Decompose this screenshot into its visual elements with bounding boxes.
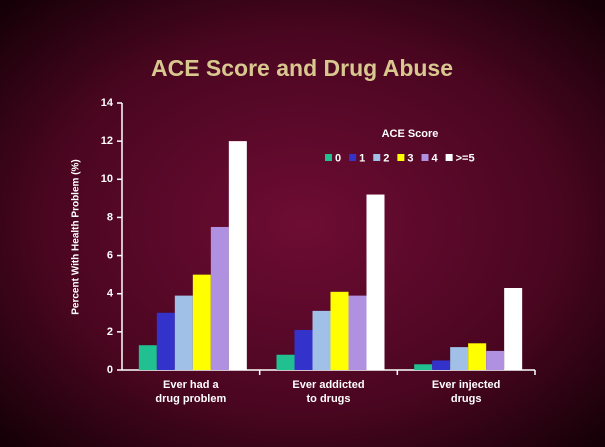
legend-swatch [445,154,453,161]
bar [210,226,229,370]
x-tick-label: to drugs [307,393,351,405]
bar [156,312,175,370]
x-tick-label: drugs [451,393,482,405]
bar [348,295,367,370]
legend-label: 4 [432,152,439,164]
bar [450,347,469,370]
bar [366,194,385,370]
y-tick-label: 6 [107,249,113,261]
y-tick-label: 4 [107,288,114,300]
bar [228,141,247,370]
legend-label: 3 [407,152,413,164]
x-tick-label: Ever addicted [292,379,364,391]
y-tick-label: 0 [107,364,113,376]
x-tick-label: Ever injected [432,379,500,391]
legend-swatch [349,154,357,161]
legend-title: ACE Score [382,128,439,140]
bar [294,329,313,370]
bar [138,345,157,370]
legend-swatch [421,154,429,161]
bar [276,354,295,370]
bar [174,295,193,370]
legend-label: 2 [383,152,389,164]
bar [432,360,451,370]
legend-swatch [373,154,381,161]
y-axis-label: Percent With Health Problem (%) [71,159,82,315]
y-tick-label: 2 [107,326,113,338]
y-tick-label: 8 [107,211,113,223]
x-tick-label: Ever had a [163,379,220,391]
bar [312,310,331,370]
bar [192,274,211,370]
legend-label: 1 [359,152,365,164]
y-tick-label: 10 [101,173,113,185]
legend-swatch [325,154,332,161]
legend-label: 0 [335,152,341,164]
y-tick-label: 12 [101,135,113,147]
bar [330,291,349,370]
bar [414,364,433,370]
legend-label: >=5 [456,152,475,164]
bar [486,350,505,370]
bar [504,287,523,370]
bar [468,343,487,370]
legend-swatch [397,154,405,161]
x-tick-label: drug problem [155,393,226,405]
chart-title: ACE Score and Drug Abuse [151,55,453,81]
y-tick-label: 14 [101,97,114,109]
